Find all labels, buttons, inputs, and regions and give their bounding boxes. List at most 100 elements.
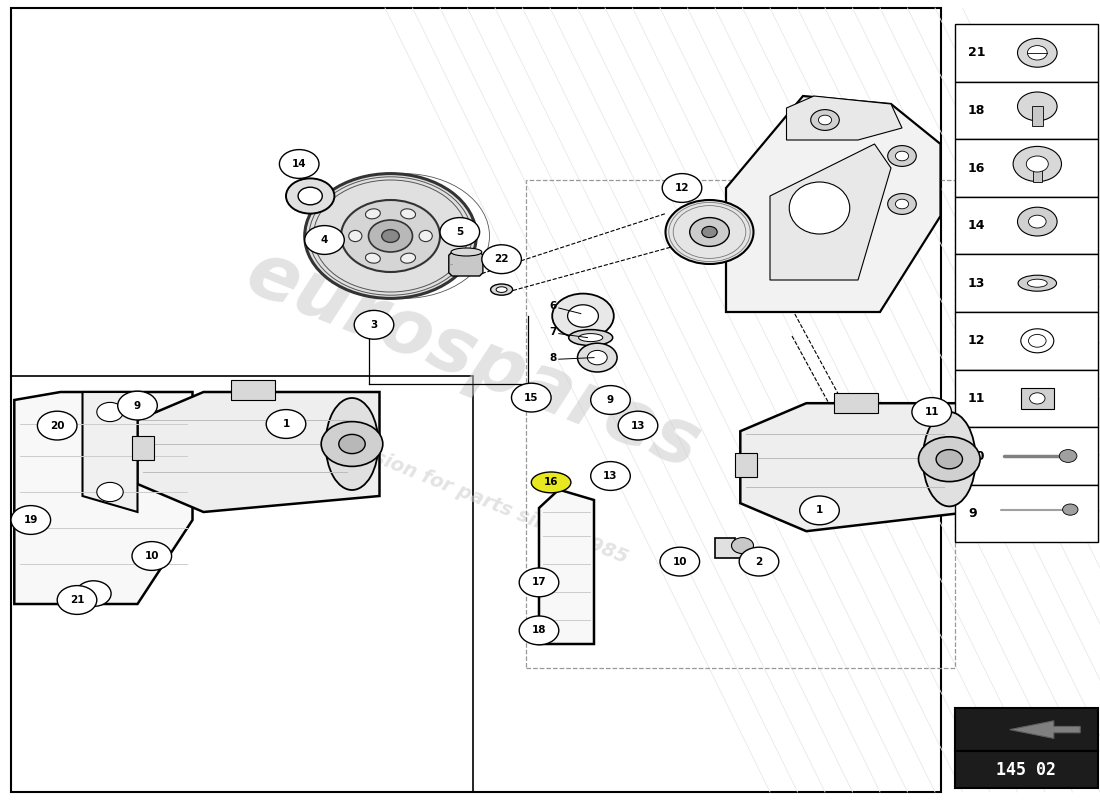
Bar <box>231 380 275 400</box>
Bar <box>955 708 1098 751</box>
Circle shape <box>339 434 365 454</box>
Text: 20: 20 <box>50 421 65 430</box>
Text: 16: 16 <box>968 162 986 174</box>
Circle shape <box>732 538 754 554</box>
Polygon shape <box>539 490 594 644</box>
Circle shape <box>321 422 383 466</box>
Text: 11: 11 <box>968 392 986 405</box>
Circle shape <box>618 411 658 440</box>
Ellipse shape <box>531 472 571 493</box>
Circle shape <box>298 187 322 205</box>
Ellipse shape <box>365 209 381 219</box>
Circle shape <box>305 226 344 254</box>
Circle shape <box>118 391 157 420</box>
Ellipse shape <box>419 230 432 242</box>
Circle shape <box>1018 38 1057 67</box>
Text: 6: 6 <box>550 302 557 311</box>
Text: 14: 14 <box>292 159 307 169</box>
Bar <box>1021 388 1054 409</box>
Circle shape <box>368 220 412 252</box>
Text: 5: 5 <box>456 227 463 237</box>
Circle shape <box>800 496 839 525</box>
Circle shape <box>888 194 916 214</box>
Text: 10: 10 <box>144 551 159 561</box>
Ellipse shape <box>326 398 378 490</box>
Ellipse shape <box>451 248 482 256</box>
Text: 21: 21 <box>968 46 986 59</box>
Text: 4: 4 <box>321 235 328 245</box>
Text: 16: 16 <box>543 478 559 487</box>
Text: a passion for parts since 1985: a passion for parts since 1985 <box>316 425 630 567</box>
Polygon shape <box>449 252 483 276</box>
Circle shape <box>57 586 97 614</box>
Text: 1: 1 <box>816 506 823 515</box>
Bar <box>955 370 1098 427</box>
Text: 17: 17 <box>531 578 547 587</box>
Polygon shape <box>82 392 138 512</box>
Circle shape <box>305 174 476 298</box>
Ellipse shape <box>569 330 613 346</box>
Bar <box>955 485 1098 542</box>
Bar <box>955 751 1098 788</box>
Polygon shape <box>786 96 902 140</box>
Bar <box>955 312 1098 370</box>
Bar <box>526 180 955 668</box>
Circle shape <box>519 568 559 597</box>
Circle shape <box>1027 46 1047 60</box>
Text: 12: 12 <box>968 334 986 347</box>
Text: 7: 7 <box>550 327 557 337</box>
Circle shape <box>587 350 607 365</box>
Circle shape <box>1018 92 1057 121</box>
Text: 19: 19 <box>23 515 38 525</box>
Text: eurospares: eurospares <box>235 235 711 485</box>
Ellipse shape <box>790 182 849 234</box>
Text: 2: 2 <box>756 557 762 566</box>
Polygon shape <box>14 392 192 604</box>
Circle shape <box>1028 334 1046 347</box>
Text: 10: 10 <box>968 450 986 462</box>
Circle shape <box>818 115 832 125</box>
Polygon shape <box>1010 721 1080 738</box>
Circle shape <box>440 218 480 246</box>
Bar <box>955 254 1098 312</box>
Text: 21: 21 <box>69 595 85 605</box>
Bar <box>834 393 878 413</box>
Ellipse shape <box>496 286 507 292</box>
Circle shape <box>97 482 123 502</box>
Ellipse shape <box>1027 279 1047 287</box>
Ellipse shape <box>400 209 416 219</box>
Polygon shape <box>138 392 380 512</box>
Circle shape <box>811 110 839 130</box>
Circle shape <box>702 226 717 238</box>
Circle shape <box>895 151 909 161</box>
Text: 10: 10 <box>672 557 688 566</box>
Bar <box>955 139 1098 197</box>
Ellipse shape <box>1019 275 1056 291</box>
Text: 18: 18 <box>968 104 986 117</box>
Text: 8: 8 <box>550 353 557 362</box>
Circle shape <box>912 398 952 426</box>
Circle shape <box>591 462 630 490</box>
Circle shape <box>1013 146 1062 182</box>
Ellipse shape <box>349 230 362 242</box>
Circle shape <box>11 506 51 534</box>
Bar <box>955 427 1098 485</box>
Circle shape <box>888 146 916 166</box>
Text: 14: 14 <box>968 219 986 232</box>
Text: 9: 9 <box>968 507 977 520</box>
Circle shape <box>341 200 440 272</box>
Circle shape <box>1026 156 1048 172</box>
Text: 145 02: 145 02 <box>997 761 1056 778</box>
Circle shape <box>286 178 334 214</box>
Circle shape <box>1059 450 1077 462</box>
Polygon shape <box>715 538 748 558</box>
Bar <box>132 436 154 460</box>
Circle shape <box>354 310 394 339</box>
Circle shape <box>578 343 617 372</box>
Text: 9: 9 <box>607 395 614 405</box>
Circle shape <box>690 218 729 246</box>
Text: 13: 13 <box>630 421 646 430</box>
Bar <box>955 197 1098 254</box>
Circle shape <box>662 174 702 202</box>
Bar <box>1033 165 1042 182</box>
